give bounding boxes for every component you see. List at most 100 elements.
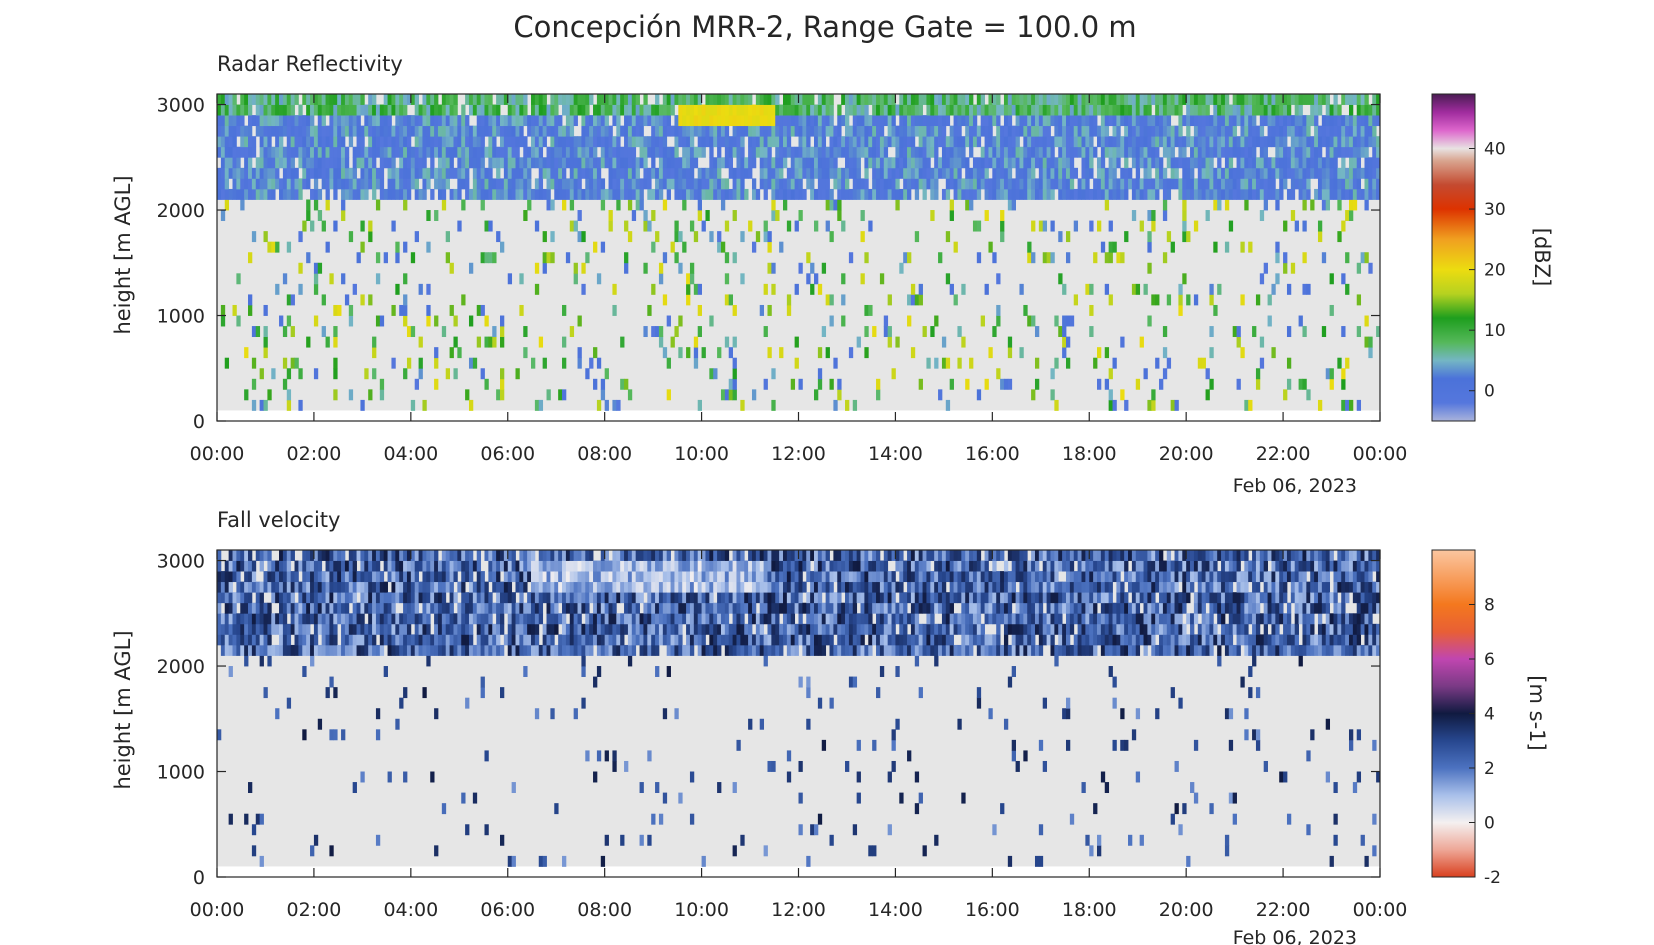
heatmap-cell bbox=[945, 146, 951, 158]
heatmap-cell bbox=[782, 581, 788, 593]
heatmap-cell bbox=[1147, 399, 1152, 411]
heatmap-cell bbox=[651, 167, 656, 179]
heatmap-cell bbox=[406, 357, 412, 369]
heatmap-cell bbox=[503, 157, 509, 169]
heatmap-cell bbox=[949, 378, 954, 390]
heatmap-cell bbox=[403, 634, 408, 646]
heatmap-cell bbox=[383, 592, 388, 604]
heatmap-cell bbox=[724, 581, 730, 593]
heatmap-cell bbox=[1054, 125, 1059, 137]
heatmap-cell bbox=[542, 855, 547, 867]
heatmap-cell bbox=[364, 167, 369, 179]
heatmap-cell bbox=[786, 178, 792, 190]
heatmap-cell bbox=[786, 294, 792, 306]
heatmap-cell bbox=[251, 623, 257, 635]
heatmap-cell bbox=[1186, 188, 1191, 200]
heatmap-cell bbox=[577, 146, 582, 158]
heatmap-cell bbox=[1011, 199, 1016, 211]
heatmap-cell bbox=[1069, 115, 1075, 127]
heatmap-cell bbox=[639, 104, 644, 116]
heatmap-cell bbox=[449, 262, 454, 274]
heatmap-cell bbox=[1325, 94, 1331, 105]
heatmap-cell bbox=[1356, 157, 1362, 169]
heatmap-cell bbox=[449, 581, 454, 593]
heatmap-cell bbox=[1197, 188, 1203, 200]
heatmap-cell bbox=[375, 729, 381, 741]
heatmap-cell bbox=[542, 581, 547, 593]
heatmap-cell bbox=[1011, 94, 1016, 105]
heatmap-cell bbox=[298, 125, 303, 137]
heatmap-cell bbox=[798, 115, 803, 127]
heatmap-cell bbox=[608, 136, 613, 148]
heatmap-cell bbox=[457, 136, 462, 148]
heatmap-cell bbox=[321, 167, 326, 179]
heatmap-cell bbox=[515, 146, 520, 158]
heatmap-cell bbox=[1283, 94, 1288, 105]
heatmap-cell bbox=[612, 104, 617, 116]
heatmap-cell bbox=[693, 188, 699, 200]
heatmap-cell bbox=[1224, 199, 1230, 211]
heatmap-cell bbox=[368, 644, 373, 656]
heatmap-cell bbox=[596, 188, 602, 200]
heatmap-cell bbox=[515, 581, 520, 593]
heatmap-cell bbox=[1364, 315, 1369, 327]
heatmap-cell bbox=[298, 188, 303, 200]
heatmap-cell bbox=[1174, 136, 1179, 148]
heatmap-cell bbox=[496, 188, 501, 200]
heatmap-cell bbox=[1244, 399, 1249, 411]
heatmap-cell bbox=[1205, 368, 1210, 380]
heatmap-cell bbox=[220, 210, 226, 221]
heatmap-cell bbox=[736, 581, 741, 593]
heatmap-cell bbox=[325, 634, 330, 646]
heatmap-cell bbox=[736, 104, 741, 116]
heatmap-cell bbox=[279, 125, 284, 137]
heatmap-cell bbox=[1259, 125, 1265, 137]
heatmap-cell bbox=[286, 560, 292, 572]
heatmap-cell bbox=[418, 581, 423, 593]
heatmap-cell bbox=[1376, 115, 1381, 127]
heatmap-cell bbox=[240, 188, 245, 200]
heatmap-cell bbox=[372, 560, 377, 572]
heatmap-cell bbox=[403, 115, 408, 127]
heatmap-cell bbox=[693, 592, 699, 604]
heatmap-cell bbox=[468, 125, 474, 137]
heatmap-cell bbox=[771, 136, 776, 148]
heatmap-cell bbox=[422, 623, 427, 635]
heatmap-cell bbox=[271, 178, 276, 190]
heatmap-cell bbox=[527, 188, 532, 200]
heatmap-cell bbox=[945, 167, 951, 179]
heatmap-cell bbox=[259, 634, 264, 646]
heatmap-cell bbox=[612, 634, 617, 646]
heatmap-cell bbox=[1019, 115, 1024, 127]
heatmap-cell bbox=[945, 178, 951, 190]
heatmap-cell bbox=[352, 104, 357, 116]
heatmap-cell bbox=[1283, 104, 1288, 116]
heatmap-cell bbox=[651, 602, 656, 614]
heatmap-cell bbox=[779, 581, 784, 593]
heatmap-cell bbox=[814, 220, 819, 232]
heatmap-cell bbox=[573, 94, 578, 105]
heatmap-cell bbox=[720, 613, 726, 625]
heatmap-cell bbox=[1217, 199, 1222, 211]
heatmap-cell bbox=[864, 347, 869, 359]
heatmap-cell bbox=[437, 188, 443, 200]
heatmap-cell bbox=[1341, 157, 1346, 169]
heatmap-cell bbox=[352, 613, 357, 625]
heatmap-cell bbox=[410, 94, 416, 105]
heatmap-cell bbox=[286, 368, 292, 380]
heatmap-cell bbox=[1112, 115, 1117, 127]
heatmap-cell bbox=[631, 178, 637, 190]
heatmap-cell bbox=[542, 104, 547, 116]
heatmap-cell bbox=[496, 146, 501, 158]
heatmap-cell bbox=[604, 146, 609, 158]
heatmap-cell bbox=[1263, 167, 1268, 179]
heatmap-cell bbox=[1221, 136, 1226, 148]
heatmap-cell bbox=[825, 294, 830, 306]
heatmap-cell bbox=[1174, 125, 1179, 137]
heatmap-cell bbox=[961, 157, 966, 169]
heatmap-cell bbox=[593, 157, 598, 169]
heatmap-cell bbox=[639, 550, 644, 561]
heatmap-cell bbox=[453, 104, 458, 116]
heatmap-cell bbox=[655, 167, 660, 179]
